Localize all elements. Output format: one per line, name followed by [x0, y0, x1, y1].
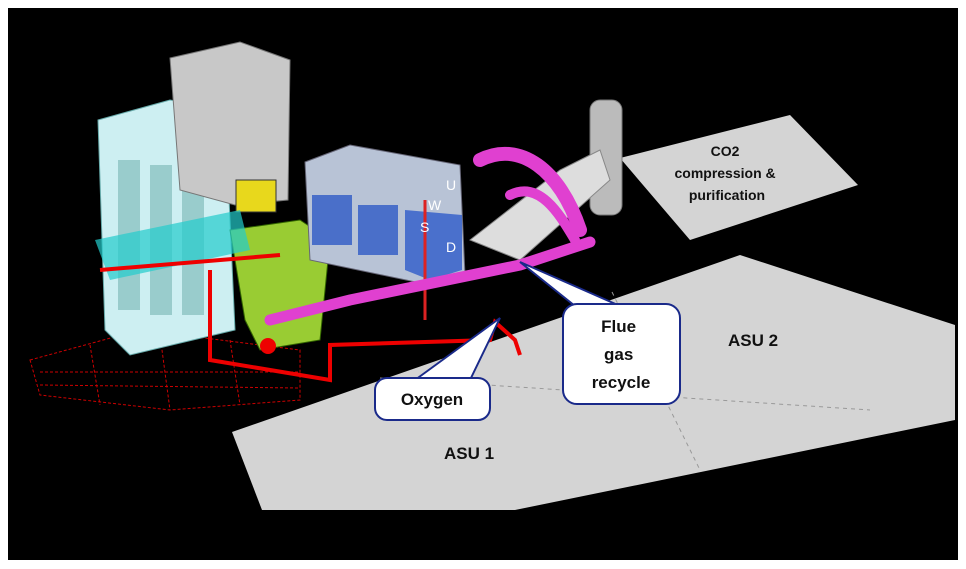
baghouse-letter: D [446, 239, 456, 255]
baghouse-letter: W [428, 197, 442, 213]
page: U W S D CO2 compression & purification A… [0, 0, 966, 569]
asu1-label: ASU 1 [444, 444, 494, 463]
scene: U W S D CO2 compression & purification A… [0, 0, 966, 569]
oxygen-text: Oxygen [401, 390, 463, 409]
baghouse-letter: S [420, 219, 429, 235]
asu2-label: ASU 2 [728, 331, 778, 350]
baghouse-letter: U [446, 177, 456, 193]
